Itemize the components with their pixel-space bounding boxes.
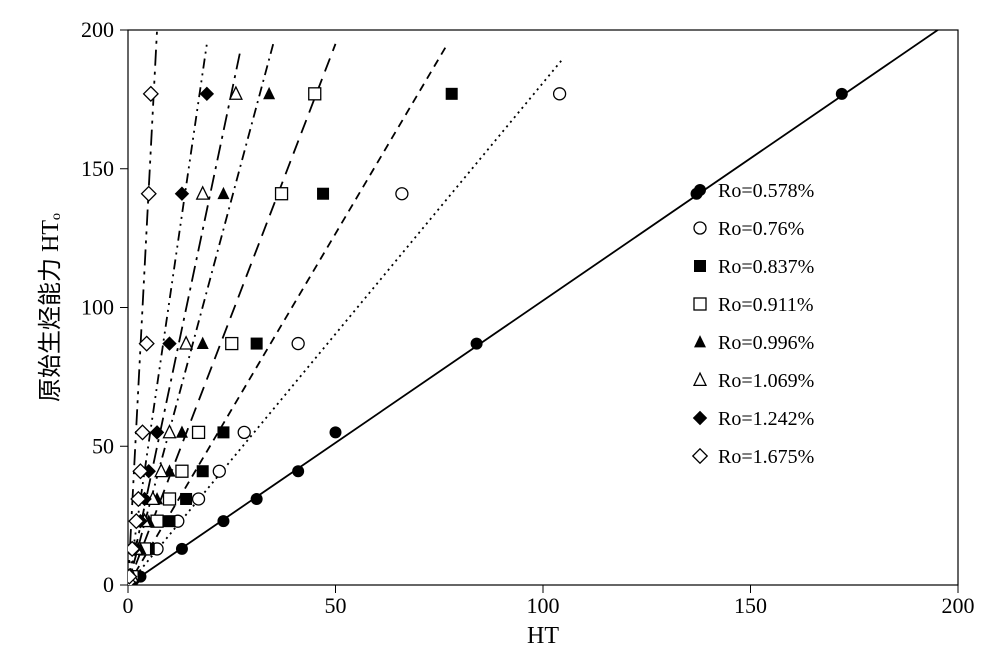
trend-line — [128, 58, 564, 585]
y-tick-label: 100 — [81, 295, 114, 320]
legend-label: Ro=1.242% — [718, 408, 814, 430]
legend-label: Ro=0.76% — [718, 218, 804, 240]
chart-container: 0 50 100 150 200 0 50 100 150 200 HT 原始生烃能力 HTₒ Ro=0… — [0, 0, 1000, 659]
plot-area — [121, 16, 958, 589]
legend-label: Ro=1.069% — [718, 370, 814, 392]
legend-item: Ro=1.242% — [693, 408, 814, 430]
x-tick-label: 0 — [123, 593, 134, 618]
legend-item: Ro=1.675% — [693, 446, 814, 468]
y-tick-label: 0 — [103, 572, 114, 597]
y-tick-label: 50 — [92, 433, 114, 458]
series-markers — [121, 87, 214, 590]
legend-item: Ro=0.76% — [694, 218, 804, 240]
chart-svg: 0 50 100 150 200 0 50 100 150 200 HT 原始生烃能力 HTₒ Ro=0… — [0, 0, 1000, 659]
series-markers — [121, 87, 158, 590]
legend-item: Ro=1.069% — [694, 370, 814, 392]
legend-label: Ro=0.837% — [718, 256, 814, 278]
x-tick-label: 200 — [942, 593, 975, 618]
x-tick-label: 50 — [325, 593, 347, 618]
x-axis-label: HT — [527, 623, 559, 649]
legend-label: Ro=0.911% — [718, 294, 814, 316]
y-tick-label: 150 — [81, 156, 114, 181]
legend-label: Ro=0.996% — [718, 332, 814, 354]
series-markers — [122, 88, 321, 588]
legend: Ro=0.578% Ro=0.76% Ro=0.837% Ro=0.911% Ro=0.… — [693, 180, 814, 468]
legend-item: Ro=0.837% — [694, 256, 814, 278]
y-tick-label: 200 — [81, 17, 114, 42]
legend-item: Ro=0.578% — [694, 180, 814, 202]
legend-label: Ro=1.675% — [718, 446, 814, 468]
y-axis-label: 原始生烃能力 HTₒ — [37, 213, 64, 402]
series-markers — [122, 88, 566, 588]
legend-item: Ro=0.996% — [694, 332, 814, 354]
legend-label: Ro=0.578% — [718, 180, 814, 202]
x-tick-label: 150 — [734, 593, 767, 618]
legend-item: Ro=0.911% — [694, 294, 814, 316]
x-tick-label: 100 — [527, 593, 560, 618]
